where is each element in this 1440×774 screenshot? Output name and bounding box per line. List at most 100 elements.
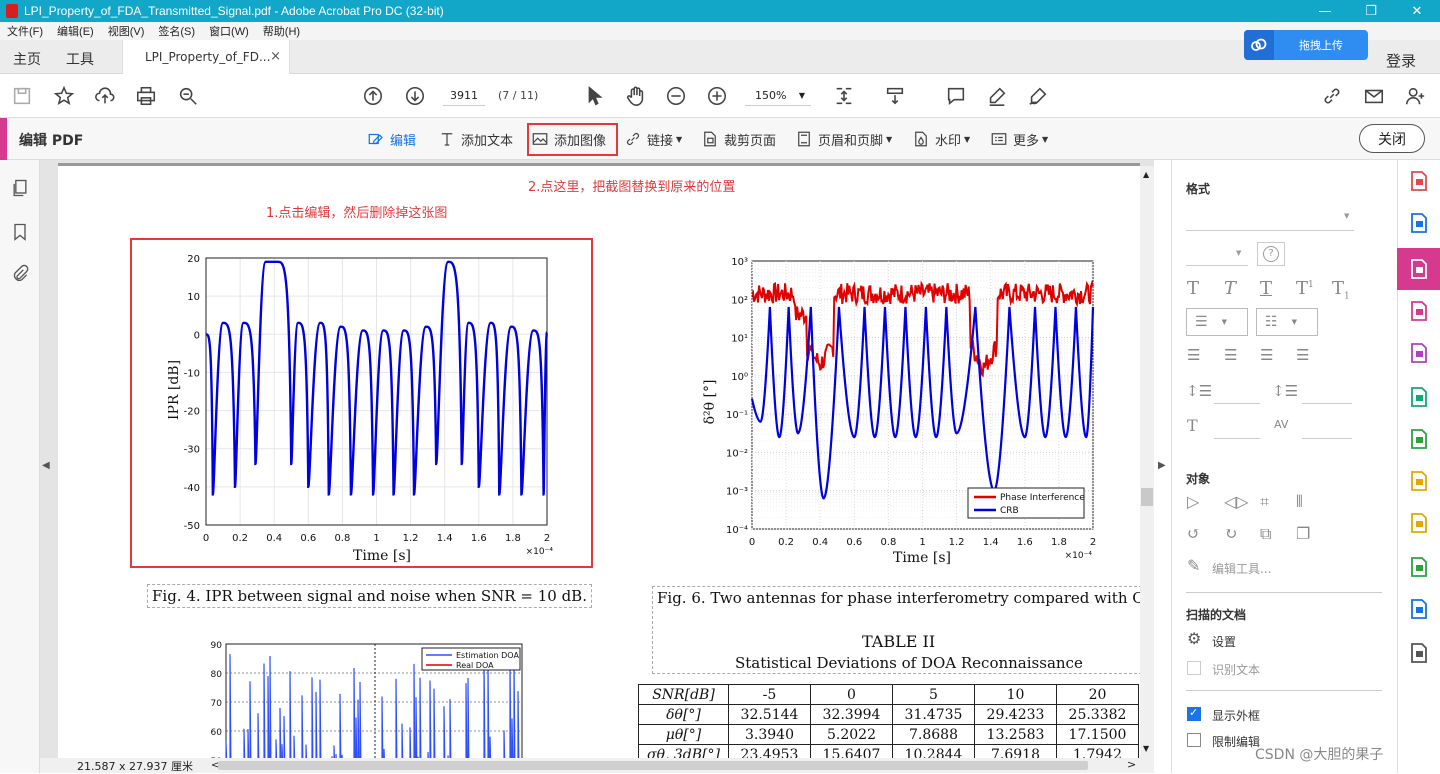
search-icon[interactable] [176, 84, 200, 108]
close-edit-button[interactable]: 关闭 [1359, 124, 1425, 153]
show-bounding-box-checkbox[interactable]: ✓ [1187, 706, 1201, 721]
scroll-down-icon[interactable]: ▼ [1143, 744, 1150, 753]
export-pdf-icon[interactable] [1408, 212, 1430, 234]
watermark-button[interactable]: 水印 ▼ [912, 127, 970, 151]
text-bold-icon[interactable]: T [1187, 278, 1200, 299]
crop-page-button[interactable]: 裁剪页面 [701, 127, 776, 151]
protect-shield-icon[interactable] [1408, 598, 1430, 620]
tab-home[interactable]: 主页 [13, 52, 41, 68]
text-italic-icon[interactable]: T [1224, 278, 1237, 299]
sign-in-link[interactable]: 登录 [1386, 52, 1417, 70]
font-size-select[interactable] [1186, 265, 1248, 266]
mail-icon[interactable] [1362, 84, 1386, 108]
align-left-icon[interactable]: ☰ [1187, 346, 1201, 364]
tab-close-icon[interactable]: × [270, 49, 281, 64]
flip-horizontal-icon[interactable]: ▷ [1187, 492, 1200, 511]
combine-files-icon[interactable] [1408, 386, 1430, 408]
collapse-left-icon[interactable]: ◀ [42, 460, 50, 471]
line-spacing-icon[interactable]: ↕☰ [1186, 382, 1213, 400]
superscript-icon[interactable]: T1 [1296, 278, 1314, 299]
close-window-button[interactable]: ✕ [1411, 3, 1423, 19]
more-tools-wrench-icon[interactable] [1408, 642, 1430, 664]
menu-sign[interactable]: 签名(S) [158, 26, 196, 38]
paragraph-spacing-select[interactable] [1302, 403, 1352, 404]
cloud-upload-icon[interactable] [93, 84, 117, 108]
chart-phase-interference[interactable]: 0 0.2 0.4 0.6 0.8 1 1.2 1.4 1.6 1.8 2 10³ 10² 10¹ 10⁰ 1… [694, 252, 1104, 570]
subscript-icon[interactable]: T1 [1332, 278, 1350, 302]
scroll-mode-icon[interactable] [883, 84, 907, 108]
link-share-icon[interactable] [1320, 84, 1344, 108]
bullet-list-select[interactable]: ☰ ▼ [1186, 308, 1248, 336]
bookmark-icon[interactable] [10, 222, 30, 242]
scroll-left-icon[interactable]: < [210, 760, 220, 771]
menu-view[interactable]: 视图(V) [107, 26, 145, 38]
tab-tools[interactable]: 工具 [66, 52, 94, 68]
add-image-button[interactable]: 添加图像 [531, 127, 606, 151]
edit-pdf-rail-icon[interactable] [1408, 258, 1430, 280]
help-icon[interactable]: ? [1257, 242, 1285, 266]
collapse-right-icon[interactable]: ▶ [1158, 460, 1166, 471]
vertical-scroll-thumb[interactable] [1141, 488, 1153, 506]
vertical-scrollbar[interactable]: ▲ ▼ [1140, 166, 1154, 758]
zoom-select[interactable]: 150% ▼ [745, 86, 811, 106]
character-spacing-select[interactable] [1302, 438, 1352, 439]
print-icon[interactable] [134, 84, 158, 108]
chart-doa-estimation[interactable]: 90 80 70 60 50 Estimation DOA Real DOA [188, 636, 528, 758]
restrict-editing-checkbox[interactable] [1187, 733, 1201, 747]
menu-edit[interactable]: 编辑(E) [57, 26, 94, 38]
speech-bubble-icon[interactable] [1408, 512, 1430, 534]
previous-page-icon[interactable] [361, 84, 385, 108]
select-arrow-icon[interactable] [582, 84, 606, 108]
maximize-button[interactable]: ❐ [1365, 3, 1377, 19]
highlight-pen-icon[interactable] [985, 84, 1009, 108]
rotate-left-icon[interactable]: ↺ [1187, 524, 1201, 543]
chart-ipr[interactable]: 0 0.2 0.4 0.6 0.8 1 1.2 1.4 1.6 1.8 2 20 10 0 -10 -20 -3… [168, 250, 568, 568]
fill-sign-icon[interactable] [1408, 342, 1430, 364]
font-family-select[interactable] [1186, 230, 1354, 231]
horizontal-scroll-thumb[interactable] [218, 761, 1088, 770]
more-button[interactable]: 更多 ▼ [990, 127, 1048, 151]
compress-icon[interactable] [1408, 428, 1430, 450]
horizontal-scale-select[interactable] [1214, 438, 1260, 439]
edit-tool-button[interactable]: 编辑 [367, 127, 416, 151]
comment-rail-icon[interactable] [1408, 470, 1430, 492]
settings-label[interactable]: 设置 [1212, 635, 1237, 649]
scroll-right-icon[interactable]: > [1127, 758, 1137, 771]
add-user-icon[interactable] [1403, 84, 1427, 108]
arrange-icon[interactable]: ❐ [1296, 524, 1311, 543]
page-number-input[interactable]: 3911 [443, 86, 485, 106]
menu-help[interactable]: 帮助(H) [262, 26, 301, 38]
hand-tool-icon[interactable] [624, 84, 648, 108]
recognize-text-checkbox[interactable] [1187, 661, 1201, 675]
tab-document[interactable]: LPI_Property_of_FD... × [122, 40, 290, 74]
scroll-up-icon[interactable]: ▲ [1143, 170, 1150, 179]
edit-tools-label[interactable]: 编辑工具... [1212, 562, 1272, 576]
align-center-icon[interactable]: ☰ [1224, 346, 1238, 364]
comment-icon[interactable] [944, 84, 968, 108]
add-text-button[interactable]: 添加文本 [438, 127, 513, 151]
flip-vertical-icon[interactable]: ◁▷ [1224, 492, 1249, 511]
character-spacing-icon[interactable]: AV [1274, 418, 1289, 431]
text-underline-icon[interactable]: T [1260, 278, 1273, 299]
link-button[interactable]: 链接 ▼ [624, 127, 682, 151]
pdf-page[interactable]: 1.点击编辑，然后删除掉这张图 2.点这里，把截图替换到原来的位置 0 0.2 0.… [58, 166, 1140, 758]
paragraph-spacing-icon[interactable]: ↕☰ [1272, 382, 1299, 400]
organize-pages-icon[interactable] [1408, 300, 1430, 322]
menu-file[interactable]: 文件(F) [7, 26, 44, 38]
fit-page-icon[interactable] [832, 84, 856, 108]
replace-image-icon[interactable]: ⧉ [1260, 524, 1272, 543]
save-icon[interactable] [10, 84, 34, 108]
zoom-out-icon[interactable] [664, 84, 688, 108]
header-footer-button[interactable]: 页眉和页脚 ▼ [795, 127, 892, 151]
next-page-icon[interactable] [403, 84, 427, 108]
horizontal-scale-icon[interactable]: T [1187, 416, 1198, 435]
align-objects-icon[interactable]: ⫴ [1296, 492, 1303, 511]
crop-icon[interactable]: ⌗ [1260, 492, 1270, 511]
zoom-in-icon[interactable] [705, 84, 729, 108]
numbered-list-select[interactable]: ☷ ▼ [1256, 308, 1318, 336]
print-production-icon[interactable] [1408, 556, 1430, 578]
rotate-right-icon[interactable]: ↻ [1224, 524, 1238, 543]
create-pdf-icon[interactable] [1408, 170, 1430, 192]
drag-upload-button[interactable]: 拖拽上传 [1244, 30, 1368, 60]
align-justify-icon[interactable]: ☰ [1296, 346, 1310, 364]
